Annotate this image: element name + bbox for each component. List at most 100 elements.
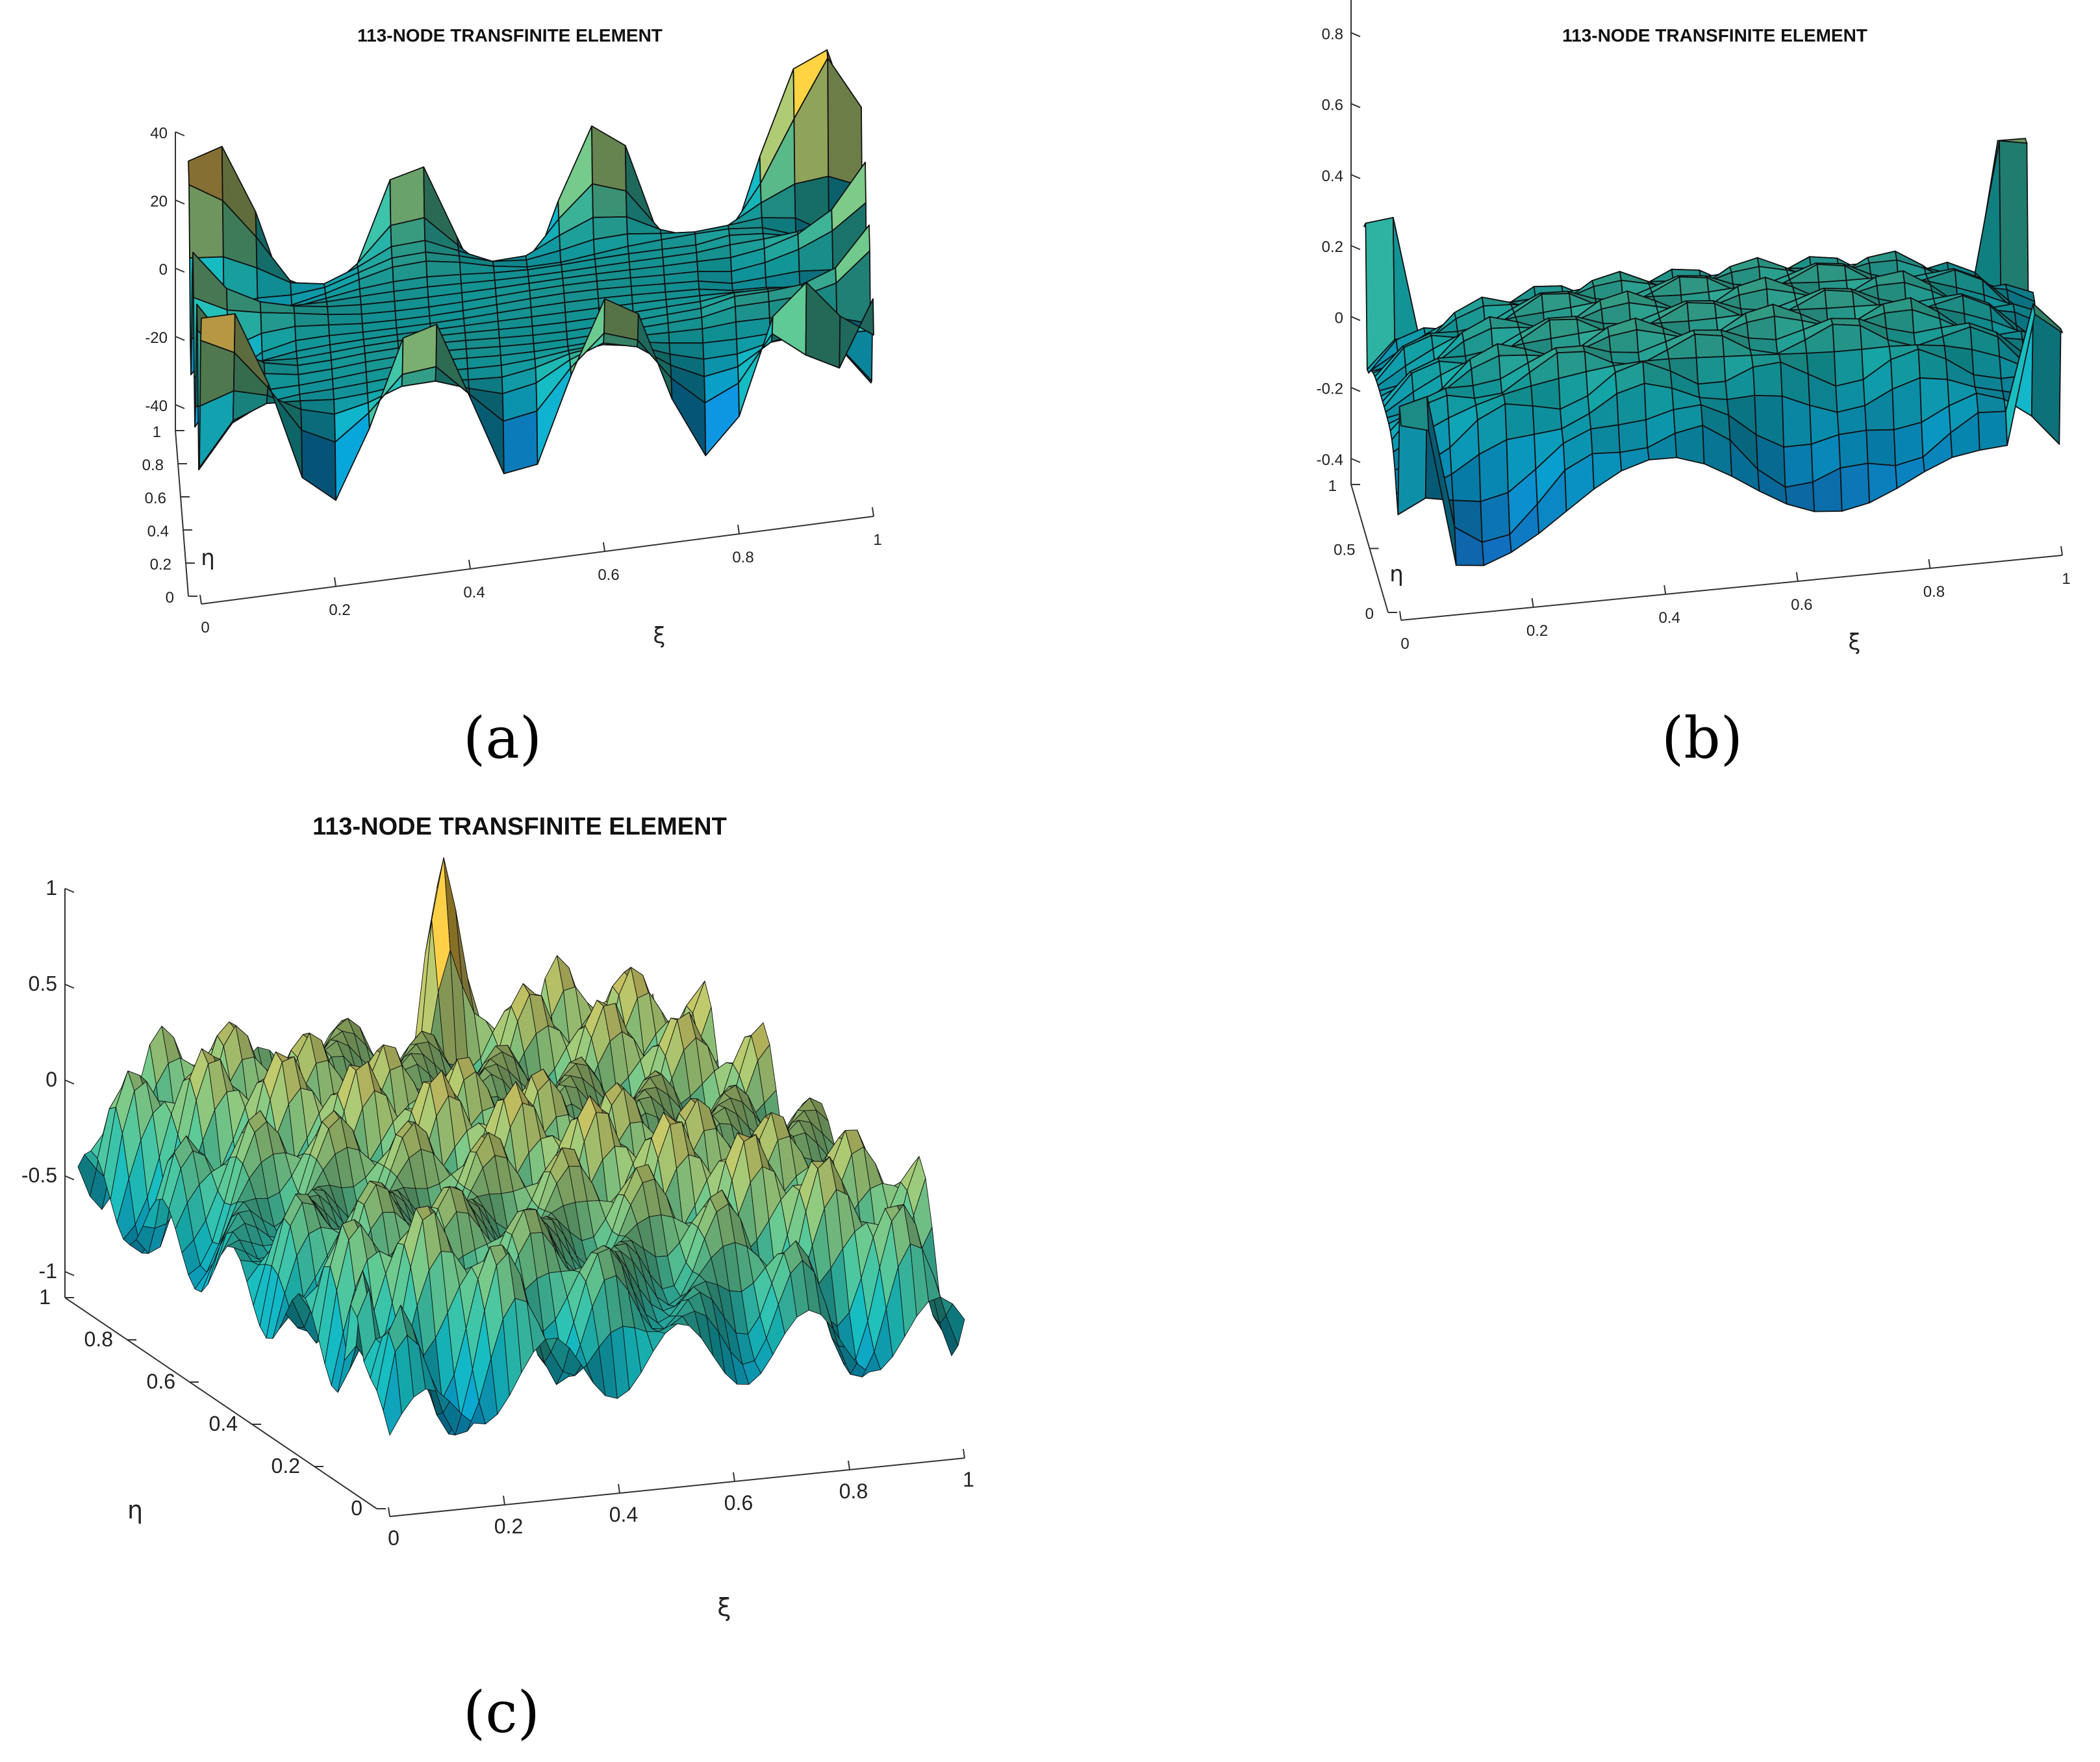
x-tick-label: 0 xyxy=(201,619,209,636)
surface-facet xyxy=(1832,323,1863,353)
surface-facet xyxy=(1504,403,1535,440)
axes: 0 0.2 0.4 0.6 0.8 100.20.40.60.81-1-0.500.51 xyxy=(21,876,974,1550)
surface-facet xyxy=(1784,481,1815,512)
y-tick-label: 0 xyxy=(1365,605,1374,623)
panel-a: 113-NODE TRANSFINITE ELEMENT 0 0.2 0.4 0.6 0… xyxy=(0,0,1052,766)
z-tick-label: 0.2 xyxy=(1322,238,1343,256)
z-tick-label: -40 xyxy=(145,397,168,415)
y-axis-label: η xyxy=(127,1496,143,1524)
y-tick-label: 1 xyxy=(1328,477,1337,495)
surface-facet xyxy=(591,125,627,192)
z-tick-label: 0 xyxy=(1335,309,1343,327)
x-tick-label: 0.8 xyxy=(1923,583,1945,601)
x-tick-label: 0.2 xyxy=(494,1515,523,1538)
y-tick-label: 0.4 xyxy=(147,523,169,540)
x-tick-label: 0.4 xyxy=(463,584,485,601)
x-tick-mark xyxy=(1928,559,1931,569)
x-tick-mark xyxy=(334,577,336,587)
z-tick-label: 0.5 xyxy=(29,972,57,996)
x-tick-mark xyxy=(963,1448,965,1459)
surface-facet xyxy=(1480,492,1511,543)
caption-c: (c) xyxy=(463,1679,540,1746)
z-tick-label: 20 xyxy=(150,193,168,210)
x-tick-mark xyxy=(199,594,202,605)
x-tick-mark xyxy=(503,1495,505,1505)
z-tick-label: 0.4 xyxy=(1322,168,1343,185)
x-tick-label: 0.8 xyxy=(839,1479,868,1503)
surface-plot-a: 113-NODE TRANSFINITE ELEMENT 00.20.40.60… xyxy=(142,25,882,649)
x-tick-label: 1 xyxy=(963,1468,974,1491)
x-tick-mark xyxy=(1399,610,1402,621)
x-axis-label: ξ xyxy=(653,623,666,649)
surface-facet xyxy=(1752,361,1783,397)
panel-b: 113-NODE TRANSFINITE ELEMENT 0 0.2 0.4 0.6 0… xyxy=(1104,0,2100,766)
y-tick-label: 0 xyxy=(166,589,174,607)
x-tick-mark xyxy=(603,542,605,552)
z-tick-mark xyxy=(175,268,185,273)
surface-mesh xyxy=(77,857,965,1436)
surface-facet xyxy=(1977,410,2008,451)
surface-facet xyxy=(1697,381,1728,400)
x-tick-label: 1 xyxy=(873,531,881,549)
axes: 0 0.2 0.4 0.6 0.8 1 0 0.2 0.4 0.6 0.8 1 -40 -20 0 20 40 xyxy=(142,125,882,636)
y-tick-label: 0.5 xyxy=(1334,542,1355,559)
surface-facet xyxy=(1695,356,1727,385)
x-tick-mark xyxy=(1531,598,1534,608)
y-tick-label: 0.8 xyxy=(84,1328,113,1351)
surface-facet xyxy=(2032,303,2063,334)
x-tick-label: 0.4 xyxy=(609,1503,638,1526)
z-tick-label: 0 xyxy=(45,1068,57,1091)
y-axis-line xyxy=(64,1297,377,1509)
y-tick-label: 0.2 xyxy=(150,556,171,573)
x-tick-label: 0 xyxy=(388,1526,399,1550)
x-tick-mark xyxy=(2060,546,2063,556)
z-tick-mark xyxy=(1350,458,1361,463)
x-tick-label: 0.6 xyxy=(724,1491,753,1515)
surface-facet xyxy=(301,429,336,501)
surface-facet xyxy=(1971,140,2002,294)
surface-facet xyxy=(327,304,362,316)
z-tick-mark xyxy=(1350,103,1361,108)
x-tick-label: 0.6 xyxy=(598,566,619,584)
caption-a: (a) xyxy=(463,705,542,772)
y-tick-label: 0.6 xyxy=(145,490,166,507)
z-tick-mark xyxy=(175,404,185,409)
z-tick-label: 1 xyxy=(45,876,57,900)
z-tick-label: 0.8 xyxy=(1322,25,1343,43)
z-tick-label: -0.2 xyxy=(1317,381,1343,398)
panel-c: 113-NODE TRANSFINITE ELEMENT 0 0.2 0.4 0.6 0… xyxy=(0,792,1052,1637)
y-axis-label: η xyxy=(1389,561,1404,587)
z-tick-label: -1 xyxy=(39,1259,57,1283)
plot-title: 113-NODE TRANSFINITE ELEMENT xyxy=(312,813,727,840)
z-tick-label: -0.5 xyxy=(21,1164,57,1187)
surface-plot-c: 113-NODE TRANSFINITE ELEMENT 0 0.2 0.4 0.6 0… xyxy=(21,813,974,1622)
surface-facet xyxy=(1838,429,1869,469)
plot-title: 113-NODE TRANSFINITE ELEMENT xyxy=(1562,25,1867,45)
x-tick-label: 0.8 xyxy=(732,549,753,566)
surface-facet xyxy=(839,298,874,369)
x-tick-label: 0.6 xyxy=(1791,596,1812,614)
x-tick-label: 0.4 xyxy=(1659,609,1680,627)
y-tick-label: 1 xyxy=(39,1285,51,1309)
surface-facet xyxy=(1783,444,1814,488)
x-tick-mark xyxy=(872,507,874,517)
y-axis-line xyxy=(175,430,189,597)
y-tick-label: 0.2 xyxy=(272,1454,300,1478)
surface-facet xyxy=(1816,264,1847,283)
surface-facet xyxy=(1867,462,1898,503)
z-tick-label: -20 xyxy=(145,329,168,347)
surface-facet xyxy=(502,410,538,475)
y-tick-label: 0 xyxy=(351,1496,362,1520)
surface-facet xyxy=(1694,333,1725,359)
surface-facet xyxy=(1840,462,1870,512)
z-tick-mark xyxy=(1350,32,1361,38)
surface-facet xyxy=(1617,419,1649,453)
z-tick-mark xyxy=(175,131,185,136)
z-tick-mark xyxy=(64,888,75,893)
surface-mesh xyxy=(1363,138,2063,566)
surface-facet xyxy=(1591,451,1623,490)
surface-plot-b: 113-NODE TRANSFINITE ELEMENT 0 0.2 0.4 0.6 0… xyxy=(1317,0,2071,655)
surface-facet xyxy=(827,57,863,187)
surface-facet xyxy=(1619,447,1650,472)
z-tick-mark xyxy=(1350,245,1361,251)
